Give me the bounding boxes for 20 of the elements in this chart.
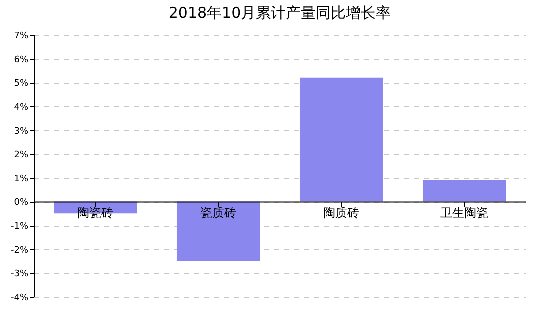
y-tick-label: -4%	[10, 294, 29, 304]
y-tick-label: -3%	[10, 270, 29, 280]
y-tick-label: 4%	[14, 102, 29, 113]
y-tick-label: 0%	[14, 198, 29, 208]
y-tick-label: 3%	[14, 126, 29, 137]
y-tick-label: 2%	[14, 150, 29, 161]
y-tick-label: -1%	[10, 222, 29, 232]
x-tick-label: 陶瓷砖	[78, 206, 114, 220]
bar	[176, 202, 260, 262]
y-tick-label: -2%	[10, 246, 29, 256]
y-tick-label: 6%	[14, 55, 29, 66]
chart-title: 2018年10月累计产量同比增长率	[168, 4, 392, 22]
bar	[300, 78, 384, 202]
y-tick-label: 1%	[14, 174, 29, 184]
y-tick-label: 7%	[14, 32, 29, 42]
x-tick-label: 瓷质砖	[200, 206, 236, 220]
x-tick-label: 陶质砖	[324, 206, 360, 220]
y-tick-label: 5%	[14, 79, 29, 90]
x-tick-label: 卫生陶瓷	[440, 206, 488, 220]
bar	[422, 180, 506, 202]
